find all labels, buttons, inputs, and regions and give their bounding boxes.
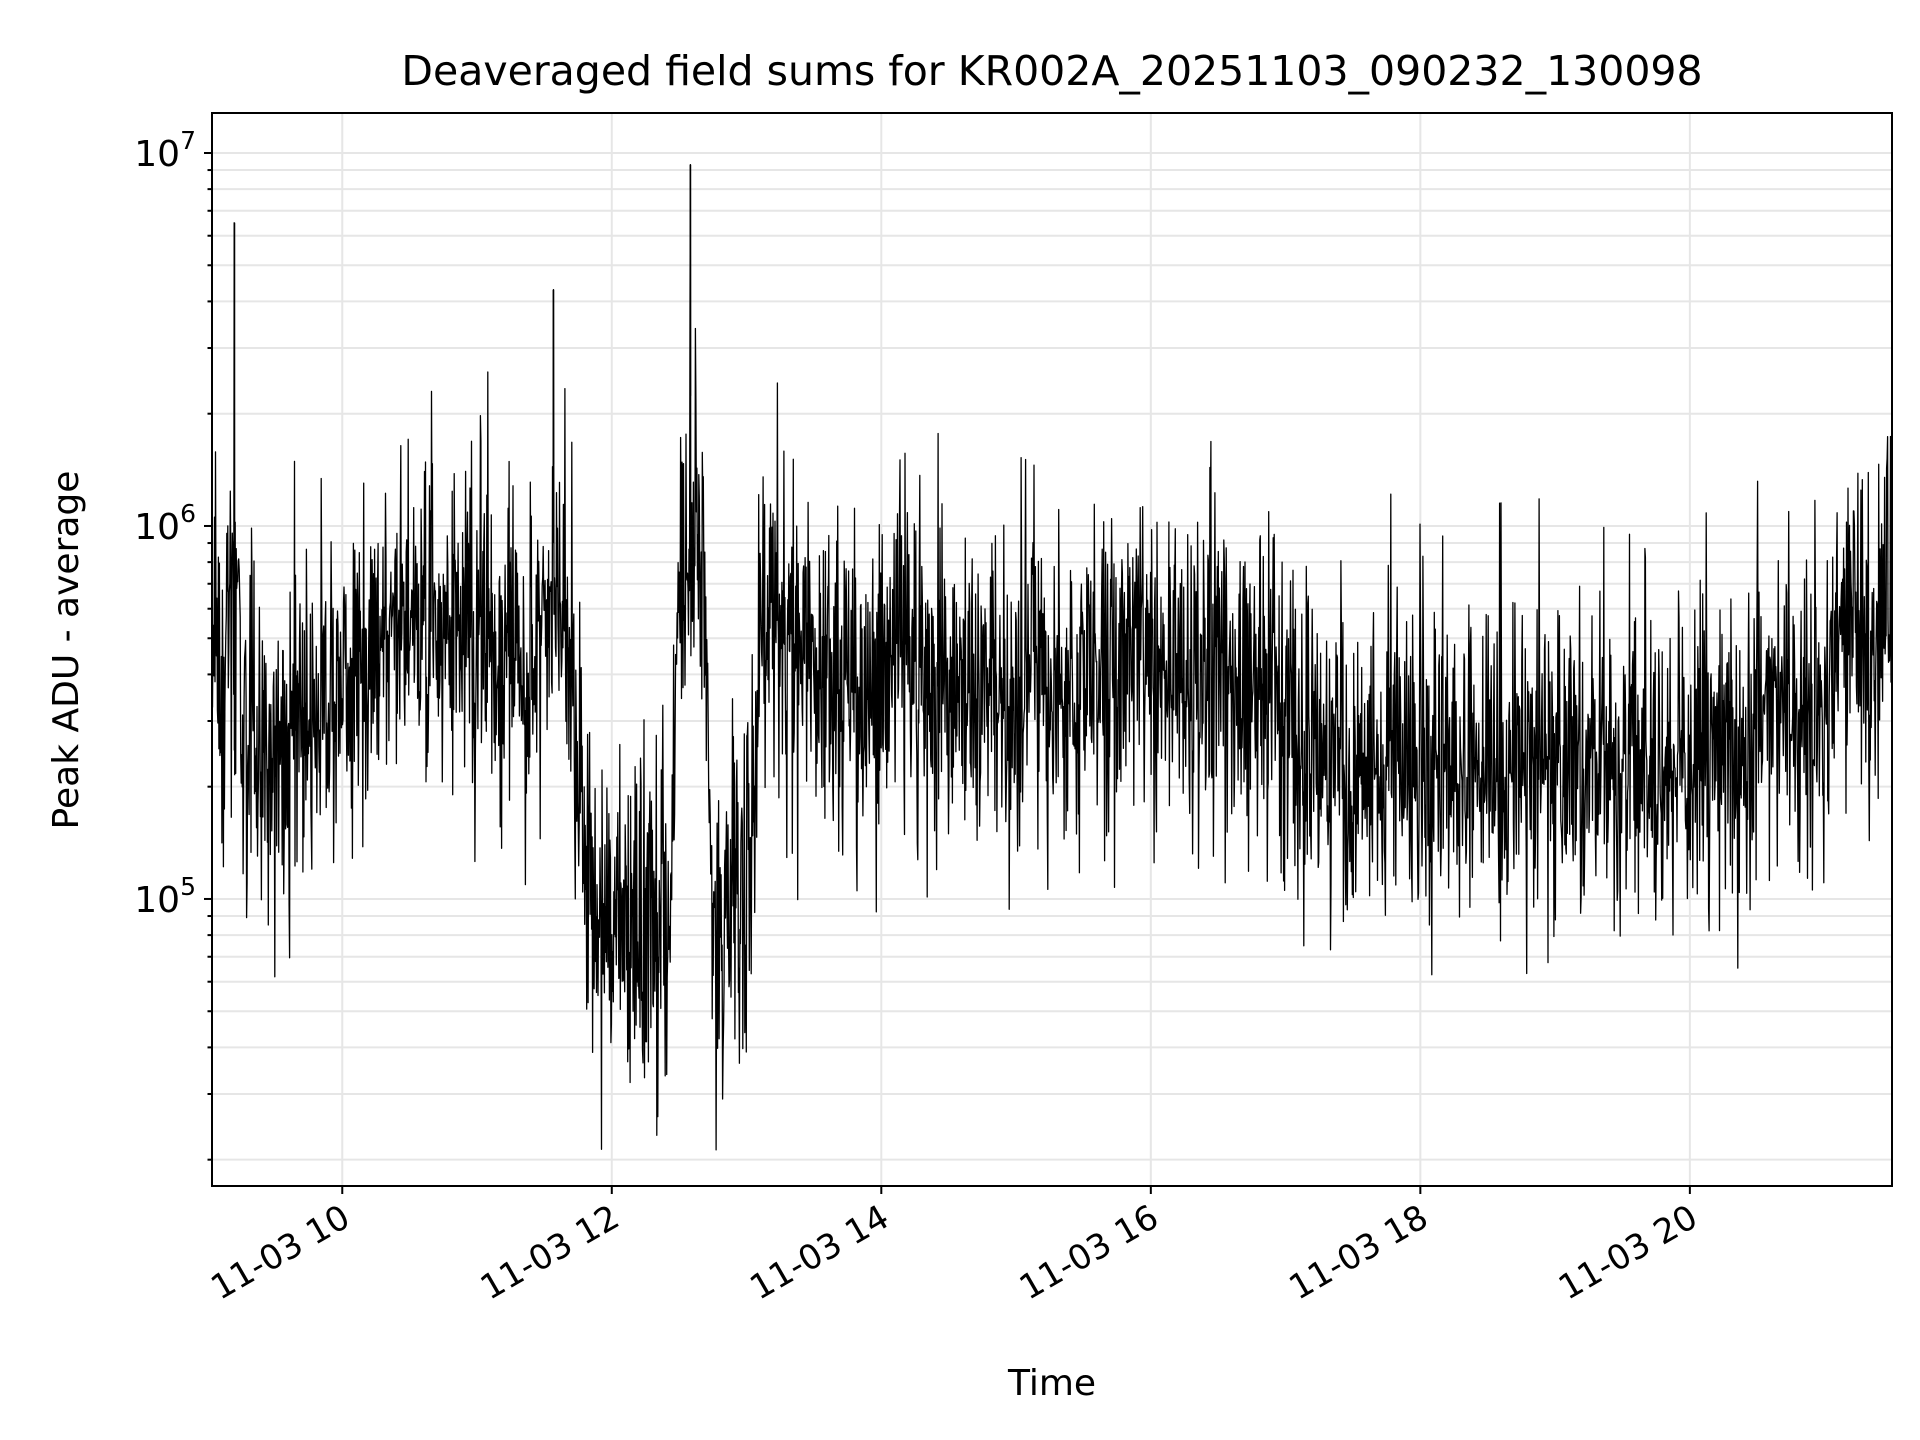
- y-tick-label: 106: [134, 499, 196, 548]
- x-tick-label: 11-03 20: [1552, 1197, 1704, 1308]
- series-peaks: [233, 164, 692, 751]
- x-axis: 11-03 10 11-03 12 11-03 14 11-03 16 11-03 18…: [204, 1186, 1704, 1308]
- chart-title: Deaveraged field sums for KR002A_2025110…: [401, 47, 1702, 95]
- y-axis-label: Peak ADU - average: [46, 471, 87, 830]
- plot-frame: [211, 112, 1893, 1187]
- x-axis-label: Time: [1007, 1363, 1096, 1404]
- x-tick-label: 11-03 18: [1282, 1197, 1434, 1308]
- y-tick-label: 107: [134, 126, 196, 175]
- x-tick-label: 11-03 16: [1013, 1197, 1165, 1308]
- x-tick-label: 11-03 12: [474, 1197, 626, 1308]
- x-tick-label: 11-03 14: [743, 1197, 895, 1308]
- x-tick-label: 11-03 10: [204, 1197, 356, 1308]
- y-axis: 105 106 107: [134, 126, 212, 1161]
- y-tick-label: 105: [134, 872, 196, 921]
- series-line: [211, 164, 1893, 1151]
